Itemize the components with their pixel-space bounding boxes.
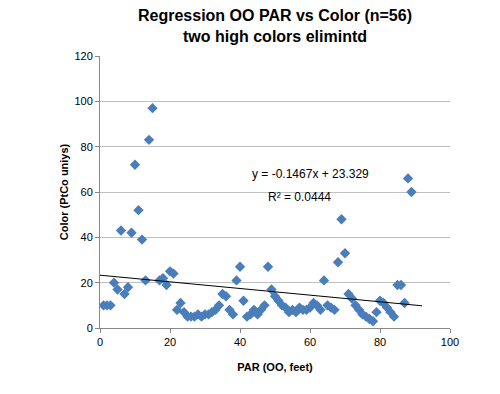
svg-text:20: 20 [81,277,93,289]
svg-text:20: 20 [164,336,176,348]
svg-text:0: 0 [97,336,103,348]
svg-text:60: 60 [304,336,316,348]
svg-text:100: 100 [74,95,92,107]
svg-text:80: 80 [81,141,93,153]
svg-text:y = -0.1467x + 23.329: y = -0.1467x + 23.329 [252,167,369,181]
svg-text:R² = 0.0444: R² = 0.0444 [268,190,331,204]
svg-text:Color (PtCo uniys): Color (PtCo uniys) [58,143,70,240]
svg-text:120: 120 [74,50,92,62]
svg-text:40: 40 [81,231,93,243]
svg-text:60: 60 [81,186,93,198]
svg-text:0: 0 [87,322,93,334]
svg-text:80: 80 [374,336,386,348]
svg-text:PAR (OO, feet): PAR (OO, feet) [237,361,313,373]
svg-text:100: 100 [441,336,459,348]
svg-text:Regression OO PAR vs Color (n=: Regression OO PAR vs Color (n=56)two hig… [138,7,412,45]
svg-text:40: 40 [234,336,246,348]
